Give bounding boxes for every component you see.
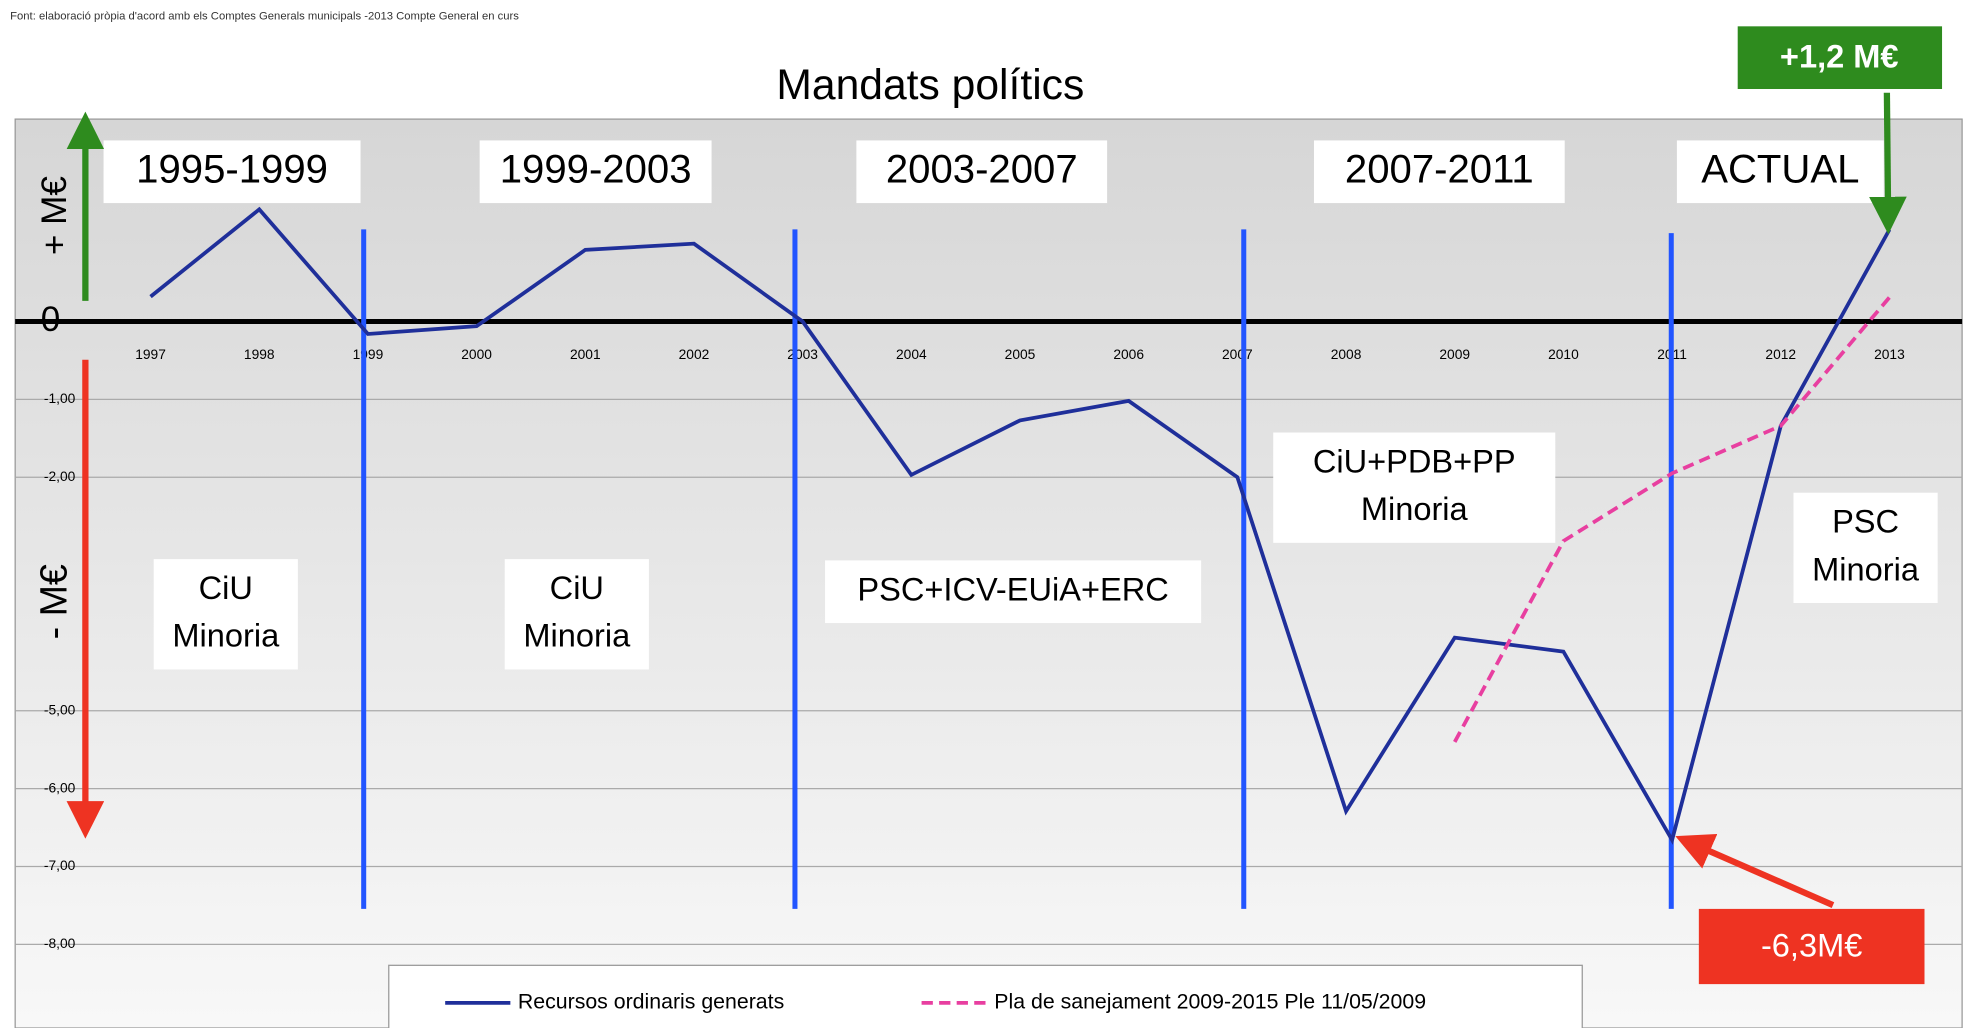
x-tick-label: 1997 [135,347,166,362]
x-tick-label: 2000 [461,347,492,362]
gain-arrow [1869,92,1907,235]
legend-label: Pla de sanejament 2009-2015 Ple 11/05/20… [994,990,1426,1014]
x-tick-label: 2009 [1439,347,1470,362]
government-label: PSC+ICV-EUiA+ERC [857,570,1168,607]
loss-arrow [1675,834,1835,909]
x-tick-label: 2006 [1113,347,1144,362]
period-label: 2003-2007 [886,147,1078,191]
series-line [1453,296,1891,743]
government-label: Minoria [1361,490,1469,527]
period-box [856,140,1108,204]
source: Font: elaboració pròpia d'acord amb els … [10,10,519,22]
government-box [1273,432,1556,543]
gain-callout [1735,23,1945,92]
y-tick-label: -1,00 [44,391,76,406]
chart-title: Mandats polítics [776,61,1084,109]
government-box [825,560,1202,624]
x-tick-label: 2001 [570,347,601,362]
positive-label: + M€ [35,176,74,255]
government-label: CiU [199,569,253,606]
government-label: Minoria [1812,550,1920,587]
y-tick-label: 0 [41,300,61,339]
negative-label: - M€ [32,564,74,639]
x-tick-label: 2003 [787,347,818,362]
period-label: 2007-2011 [1345,147,1534,191]
government-box [1793,492,1938,604]
period-box [103,140,361,204]
loss-callout [1698,908,1925,985]
period-label: 1995-1999 [136,147,328,191]
x-tick-label: 1999 [353,347,384,362]
x-tick-label: 2005 [1005,347,1036,362]
government-box [153,559,298,670]
government-label: Minoria [523,617,631,654]
y-tick-label: -7,00 [44,858,76,873]
period-box [1313,140,1565,204]
government-label: CiU [550,569,604,606]
x-tick-label: 1998 [244,347,275,362]
government-box [504,559,649,670]
x-tick-label: 2007 [1222,347,1253,362]
legend-label: Recursos ordinaris generats [518,990,784,1014]
period-box [1676,140,1884,204]
period-box [479,140,712,204]
x-tick-label: 2010 [1548,347,1579,362]
x-tick-label: 2008 [1331,347,1362,362]
y-tick-label: -8,00 [44,936,76,951]
x-tick-label: 2004 [896,347,927,362]
x-tick-label: 2012 [1765,347,1796,362]
gain-text: +1,2 M€ [1780,38,1899,75]
series-line [149,206,1892,845]
government-label: PSC [1832,503,1899,540]
government-label: Minoria [172,617,280,654]
x-tick-label: 2013 [1874,347,1905,362]
period-label: ACTUAL [1701,147,1859,191]
y-tick-label: -2,00 [44,469,76,484]
legend [388,964,1583,1033]
period-label: 1999-2003 [500,147,692,191]
y-tick-label: -6,00 [44,780,76,795]
government-label: CiU+PDB+PP [1313,442,1516,479]
y-tick-label: -5,00 [44,702,76,717]
x-tick-label: 2002 [679,347,710,362]
title-box [727,60,1135,118]
loss-text: -6,3M€ [1761,926,1862,963]
dividers [361,229,1674,909]
